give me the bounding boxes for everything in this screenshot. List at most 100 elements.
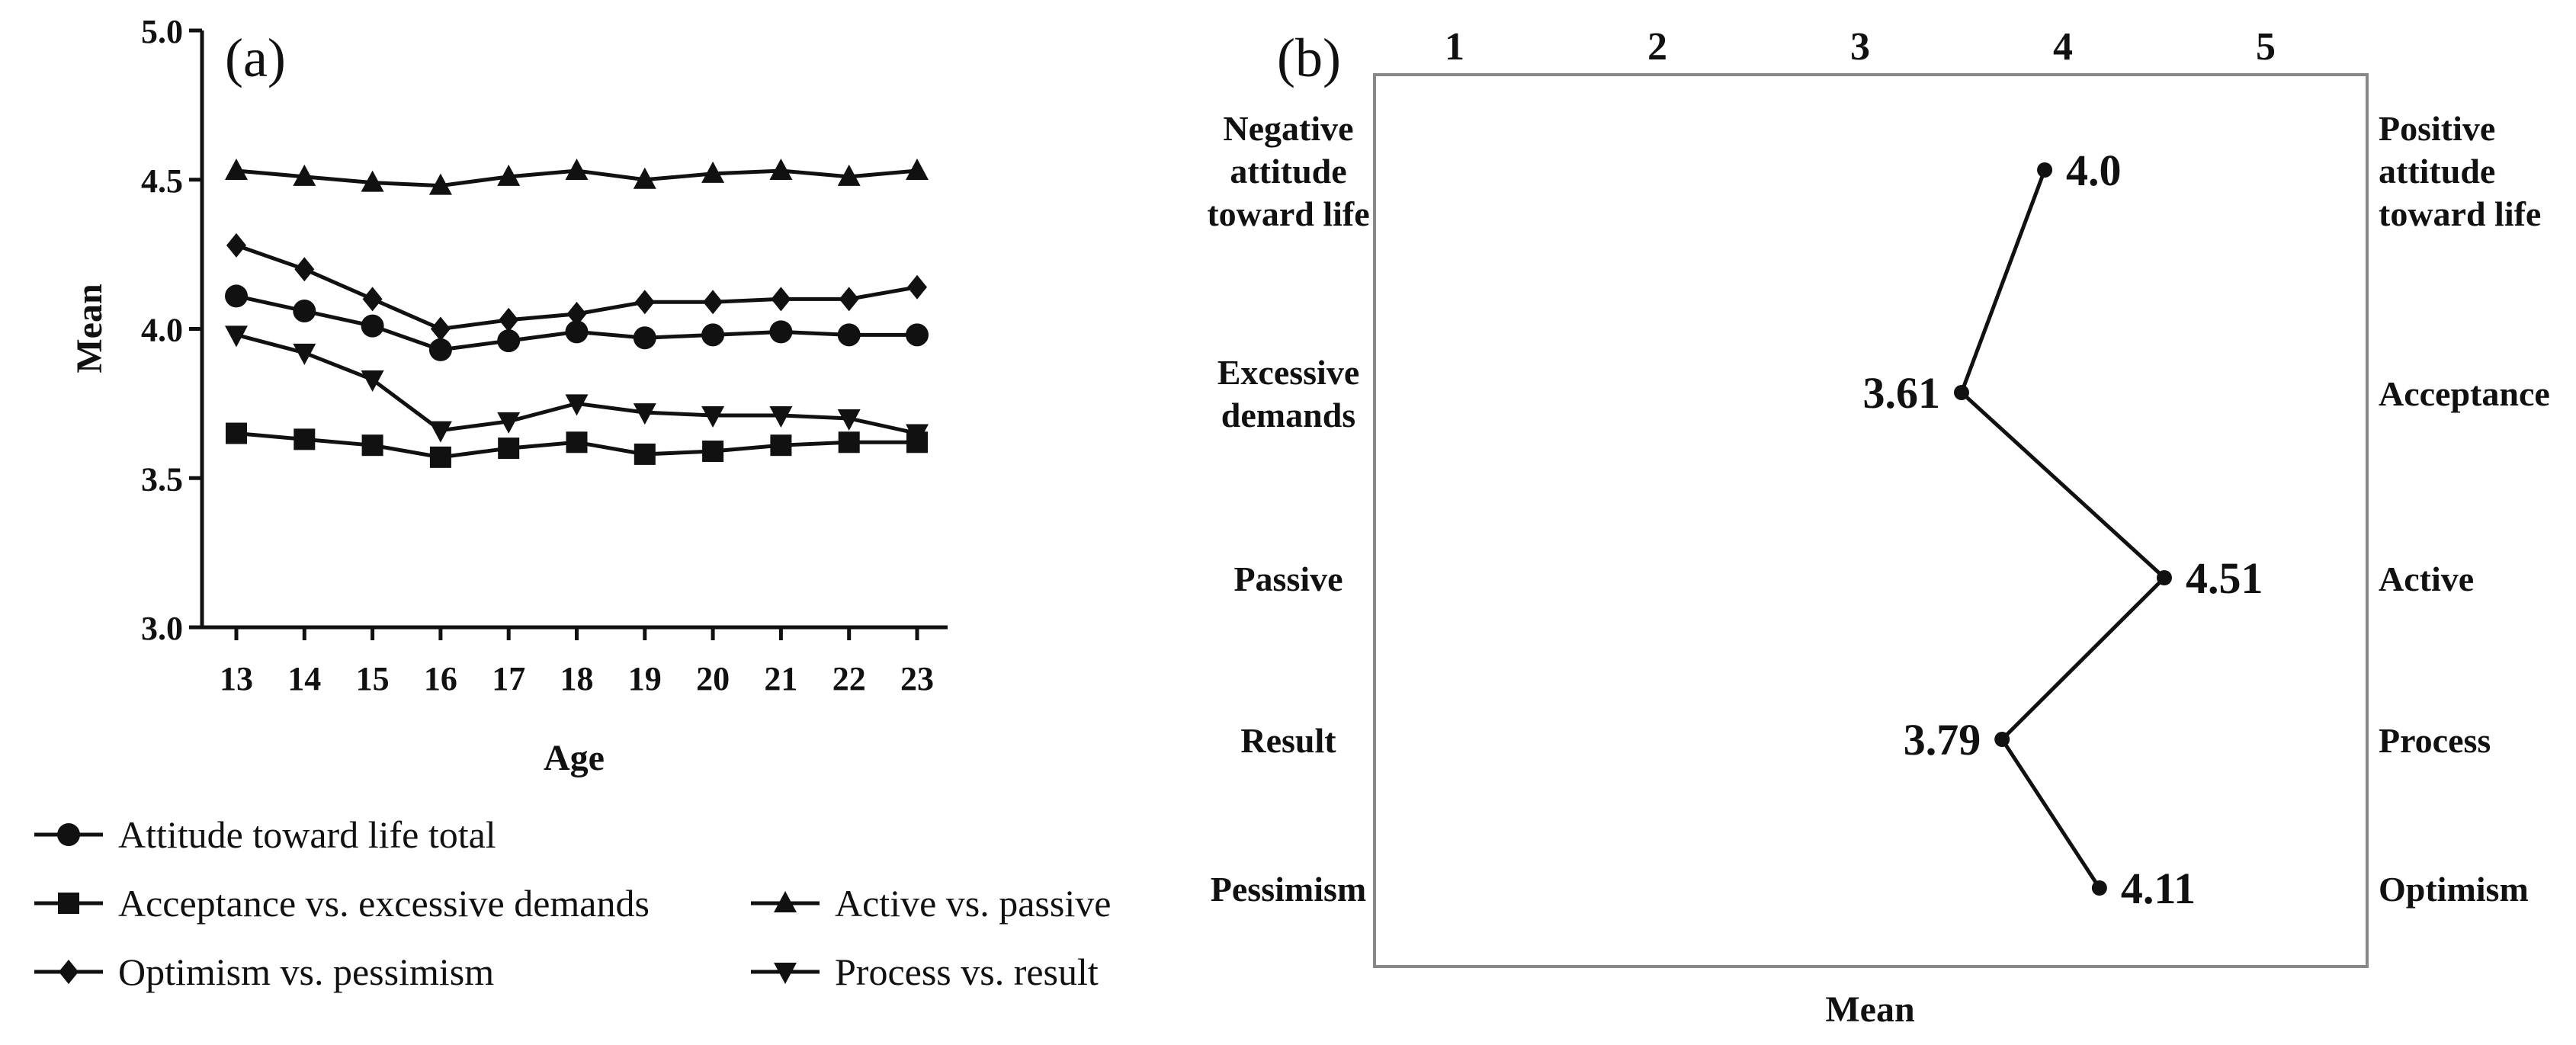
legend-item-optimism: Optimism vs. pessimism <box>34 950 494 993</box>
panel-a-x-tick-label: 20 <box>696 660 730 697</box>
panel-a-x-tick-label: 17 <box>492 660 525 697</box>
panel-a-x-label: Age <box>544 738 605 778</box>
series-optimism-point <box>499 307 519 332</box>
panel-a-x-tick-label: 15 <box>356 660 390 697</box>
legend-swatch-marker <box>774 891 797 912</box>
series-active-point <box>906 159 929 181</box>
legend-item-active: Active vs. passive <box>751 882 1111 925</box>
series-acceptance-point <box>770 434 792 457</box>
panel-b-point <box>2157 570 2172 585</box>
series-total-point <box>633 326 656 350</box>
series-optimism-point <box>907 274 927 300</box>
series-process-point <box>701 406 725 428</box>
panel-a-label: (a) <box>225 27 286 88</box>
panel-b-x-tick-label: 3 <box>1850 25 1870 69</box>
series-active-point <box>701 161 725 183</box>
legend-label: Optimism vs. pessimism <box>118 950 494 993</box>
series-optimism-point <box>771 287 791 312</box>
panel-b-left-label: Pessimism <box>1211 870 1366 909</box>
panel-b-x-tick-label: 2 <box>1647 25 1667 69</box>
series-process-point <box>497 412 521 434</box>
panel-b-data-label: 4.51 <box>2186 553 2263 603</box>
series-acceptance-point <box>634 443 656 465</box>
series-active-point <box>497 164 521 186</box>
panel-a-x-tick-label: 19 <box>628 660 662 697</box>
series-optimism-point <box>566 301 587 326</box>
series-total-point <box>293 300 316 323</box>
legend-swatch-marker <box>58 893 79 914</box>
series-acceptance-point <box>566 431 588 454</box>
panel-b-point <box>1954 385 1969 400</box>
series-acceptance-point <box>702 441 724 463</box>
legend-item-process: Process vs. result <box>751 950 1099 993</box>
panel-b-left-label: Result <box>1240 721 1336 760</box>
series-acceptance <box>226 422 928 468</box>
panel-a-y-label: Mean <box>69 284 110 373</box>
series-process-point <box>769 406 793 428</box>
series-total-point <box>497 329 521 353</box>
series-optimism <box>226 232 927 341</box>
panel-b-left-label: Passive <box>1233 559 1343 598</box>
series-total-point <box>361 314 384 338</box>
series-process-point <box>293 343 316 365</box>
series-process-point <box>565 394 589 416</box>
panel-a-y-tick-label: 3.0 <box>141 610 183 647</box>
legend-label: Acceptance vs. excessive demands <box>118 882 650 925</box>
series-process-point <box>361 370 384 393</box>
panel-b-point <box>2037 162 2053 178</box>
panel-a-x-tick-label: 16 <box>424 660 457 697</box>
panel-a-x-tick-label: 13 <box>220 660 253 697</box>
panel-a-y-tick-label: 3.5 <box>141 460 183 498</box>
series-process-point <box>906 424 929 446</box>
series-optimism-point <box>430 316 451 341</box>
series-optimism-point <box>294 257 315 282</box>
series-active-point <box>633 167 656 189</box>
series-optimism-point <box>703 290 723 315</box>
panel-a-y-tick-label: 4.0 <box>141 312 183 349</box>
series-acceptance-point <box>838 431 860 454</box>
legend-swatch-marker <box>59 960 79 984</box>
series-total-point <box>701 323 725 347</box>
panel-a-x-tick-label: 18 <box>560 660 594 697</box>
series-active-point <box>565 159 589 181</box>
series-total-point <box>906 323 929 347</box>
panel-b-left-label: Excessive demands <box>1217 353 1360 434</box>
series-optimism-point <box>226 232 246 258</box>
panel-a-x-tick-label: 22 <box>832 660 866 697</box>
panel-b-frame <box>1373 73 2369 968</box>
series-active-point <box>361 170 384 192</box>
legend-item-acceptance: Acceptance vs. excessive demands <box>34 882 650 925</box>
series-total <box>225 284 929 361</box>
panel-b-x-tick-label: 4 <box>2053 25 2073 69</box>
legend-label: Process vs. result <box>835 950 1099 993</box>
panel-b-label: (b) <box>1277 27 1341 88</box>
panel-b-right-label: Process <box>2379 721 2491 760</box>
legend-item-total: Attitude toward life total <box>34 813 496 856</box>
series-active-point <box>769 159 793 181</box>
series-process-point <box>225 325 248 348</box>
series-active-point <box>293 164 316 186</box>
series-acceptance-point <box>294 428 316 450</box>
panel-b-left-label: Negative attitude toward life <box>1207 109 1369 233</box>
series-total-point <box>769 320 793 344</box>
panel-b-right-label: Acceptance <box>2379 374 2550 413</box>
series-active-point <box>837 164 861 186</box>
panel-b-data-label: 4.0 <box>2066 146 2122 195</box>
panel-b-right-label: Positive attitude toward life <box>2379 109 2541 233</box>
panel-b-x-label: Mean <box>1825 989 1914 1030</box>
panel-b: (b) 1 2 3 4 5 Negative attitude toward life Exc… <box>1207 25 2549 1030</box>
series-process <box>225 325 929 446</box>
panel-a-y-tick-label: 5.0 <box>141 13 183 50</box>
series-total-point <box>565 320 589 344</box>
series-active <box>225 159 929 195</box>
panel-b-right-label: Optimism <box>2379 870 2529 909</box>
panel-a-legend: Attitude toward life total Acceptance vs.… <box>34 813 1111 993</box>
legend-swatch-marker <box>57 823 80 846</box>
panel-b-right-label: Active <box>2379 559 2474 598</box>
series-optimism-point <box>839 287 859 312</box>
panel-b-x-tick-label: 5 <box>2256 25 2276 69</box>
series-optimism-point <box>634 290 655 315</box>
panel-b-data-label: 4.11 <box>2121 864 2196 913</box>
panel-b-x-tick-label: 1 <box>1445 25 1464 69</box>
